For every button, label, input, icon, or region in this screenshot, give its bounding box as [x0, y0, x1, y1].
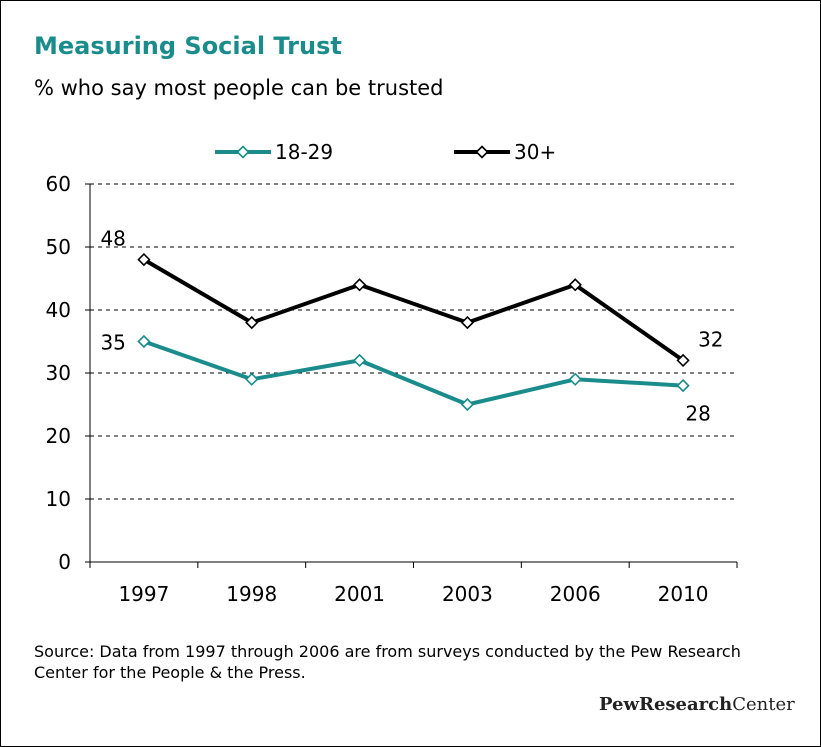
series-line-18-29: [143, 339, 684, 407]
point-30+-2001: [352, 278, 367, 292]
logo-bold-text: PewResearch: [599, 694, 733, 715]
data-labels: 48 35 32 28: [100, 227, 723, 426]
chart-title: Measuring Social Trust: [34, 32, 342, 60]
data-label-18-29-2010: 28: [685, 402, 710, 426]
y-tick-label-60: 60: [46, 172, 71, 196]
point-18-29-1997: [137, 334, 151, 349]
point-30+-2003: [460, 315, 475, 330]
y-tick-label-20: 20: [46, 424, 71, 448]
point-18-29-1998: [245, 372, 259, 386]
legend-label-30+: 30+: [514, 140, 556, 164]
x-tick-label-2010: 2010: [658, 582, 709, 606]
x-tick-label-2003: 2003: [442, 582, 493, 606]
axes: 0 10 20 30 40 50 60 1997 1998 2001 2003 2006 2010: [46, 172, 738, 606]
point-18-29-2001: [352, 353, 367, 368]
point-18-29-2010: [676, 378, 690, 393]
line-chart: 0 10 20 30 40 50 60 1997 1998 2001 2003 2006 2010 48…: [46, 140, 738, 606]
x-tick-label-1997: 1997: [118, 582, 169, 606]
series-lines: [137, 252, 690, 412]
x-tick-label-2001: 2001: [334, 582, 385, 606]
source-note: Source: Data from 1997 through 2006 are …: [34, 642, 741, 682]
y-tick-label-10: 10: [46, 487, 71, 511]
legend-label-18-29: 18-29: [275, 140, 333, 164]
x-tick-label-1998: 1998: [226, 582, 277, 606]
chart-subtitle: % who say most people can be trusted: [34, 76, 444, 100]
point-18-29-2006: [568, 372, 582, 386]
point-30+-2010: [676, 353, 690, 368]
point-30+-1998: [245, 315, 259, 330]
data-label-18-29-1997: 35: [100, 331, 125, 355]
point-30+-1997: [137, 252, 151, 267]
gridlines: [90, 183, 737, 500]
legend-marker-30+: [475, 145, 489, 159]
series-line-30+: [142, 257, 685, 363]
x-tick-label-2006: 2006: [550, 582, 601, 606]
legend: 18-29 30+: [215, 140, 556, 164]
y-tick-label-30: 30: [46, 361, 71, 385]
point-30+-2006: [568, 278, 582, 292]
logo-regular-text: Center: [732, 694, 795, 715]
y-tick-label-50: 50: [46, 235, 71, 259]
data-label-30+-2010: 32: [698, 327, 723, 351]
point-18-29-2003: [460, 397, 475, 412]
data-label-30+-1997: 48: [100, 227, 125, 251]
y-tick-label-0: 0: [58, 550, 71, 574]
pew-research-logo: PewResearchCenter: [599, 694, 795, 715]
legend-marker-18-29: [236, 145, 250, 159]
y-tick-label-40: 40: [46, 298, 71, 322]
